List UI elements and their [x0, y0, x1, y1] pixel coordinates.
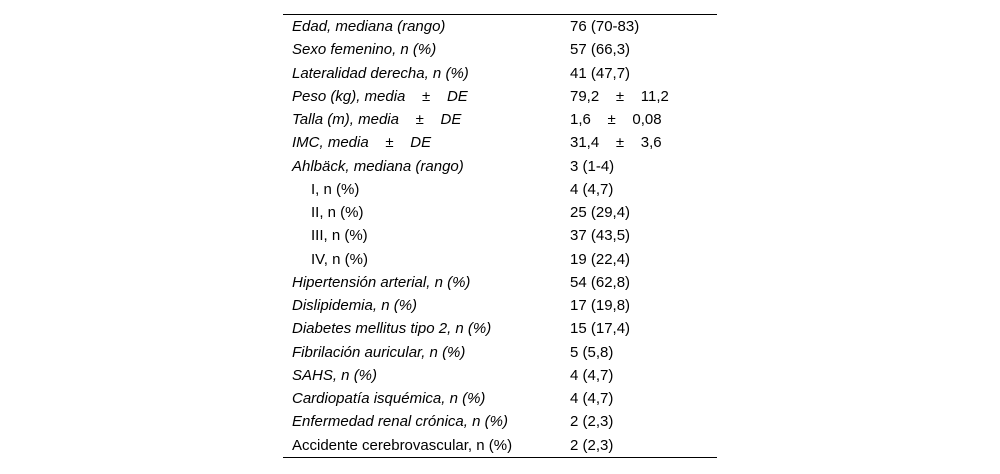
table-row: Lateralidad derecha, n (%) 41 (47,7)	[283, 62, 717, 85]
row-label: II, n (%)	[311, 204, 364, 221]
row-label: Lateralidad derecha, n (%)	[292, 64, 469, 82]
row-value: 25 (29,4)	[570, 204, 631, 221]
table-row: IV, n (%) 19 (22,4)	[283, 248, 717, 271]
row-label: Dislipidemia, n (%)	[292, 297, 418, 314]
patient-characteristics-table: Edad, mediana (rango) 76 (70-83) Sexo fe…	[283, 14, 717, 458]
row-label: Hipertensión arterial, n (%)	[292, 273, 471, 291]
table-row: Dislipidemia, n (%) 17 (19,8)	[283, 294, 717, 317]
table-row: Hipertensión arterial, n (%) 54 (62,8)	[283, 271, 717, 294]
table-row: Diabetes mellitus tipo 2, n (%) 15 (17,4…	[283, 317, 717, 340]
row-label: IV, n (%)	[311, 250, 368, 268]
row-label: Sexo femenino, n (%)	[292, 41, 437, 59]
row-value: 79,2 ± 11,2	[570, 87, 669, 105]
row-label: III, n (%)	[311, 227, 368, 245]
table-row: Edad, mediana (rango) 76 (70-83)	[283, 15, 717, 38]
row-value: 5 (5,8)	[570, 343, 614, 361]
row-value: 15 (17,4)	[570, 320, 631, 338]
row-value: 57 (66,3)	[570, 41, 631, 59]
row-label: Cardiopatía isquémica, n (%)	[292, 390, 486, 407]
row-value: 41 (47,7)	[570, 64, 631, 82]
row-value: 76 (70-83)	[570, 18, 640, 35]
row-value: 4 (4,7)	[570, 366, 614, 384]
row-value: 54 (62,8)	[570, 273, 631, 291]
table-row: II, n (%) 25 (29,4)	[283, 201, 717, 224]
table-row: IMC, media ± DE 31,4 ± 3,6	[283, 131, 717, 154]
row-label: Diabetes mellitus tipo 2, n (%)	[292, 320, 492, 338]
row-value: 31,4 ± 3,6	[570, 134, 662, 152]
row-label: Peso (kg), media ± DE	[292, 87, 468, 105]
row-value: 37 (43,5)	[570, 227, 631, 245]
row-label: I, n (%)	[311, 180, 360, 198]
row-value: 17 (19,8)	[570, 297, 631, 314]
row-label: Ahlbäck, mediana (rango)	[292, 157, 464, 175]
table-row: Peso (kg), media ± DE 79,2 ± 11,2	[283, 85, 717, 108]
table-row: III, n (%) 37 (43,5)	[283, 224, 717, 247]
row-label: Edad, mediana (rango)	[292, 18, 446, 35]
row-value: 2 (2,3)	[570, 436, 614, 454]
row-value: 19 (22,4)	[570, 250, 631, 268]
table-row: Cardiopatía isquémica, n (%) 4 (4,7)	[283, 387, 717, 410]
row-label: Accidente cerebrovascular, n (%)	[292, 436, 513, 454]
row-value: 2 (2,3)	[570, 413, 614, 431]
row-label: Fibrilación auricular, n (%)	[292, 343, 466, 361]
table-row: Enfermedad renal crónica, n (%) 2 (2,3)	[283, 410, 717, 433]
row-label: SAHS, n (%)	[292, 366, 378, 384]
table-row: SAHS, n (%) 4 (4,7)	[283, 364, 717, 387]
row-value: 1,6 ± 0,08	[570, 111, 662, 128]
table-row: Ahlbäck, mediana (rango) 3 (1-4)	[283, 155, 717, 178]
table-row: I, n (%) 4 (4,7)	[283, 178, 717, 201]
table-row: Accidente cerebrovascular, n (%) 2 (2,3)	[283, 434, 717, 457]
row-label: Enfermedad renal crónica, n (%)	[292, 413, 508, 431]
table-row: Sexo femenino, n (%) 57 (66,3)	[283, 38, 717, 61]
table-row: Fibrilación auricular, n (%) 5 (5,8)	[283, 341, 717, 364]
table-row: Talla (m), media ± DE 1,6 ± 0,08	[283, 108, 717, 131]
row-value: 3 (1-4)	[570, 157, 615, 175]
row-value: 4 (4,7)	[570, 180, 614, 198]
row-label: Talla (m), media ± DE	[292, 111, 462, 128]
row-value: 4 (4,7)	[570, 390, 614, 407]
row-label: IMC, media ± DE	[292, 134, 432, 152]
